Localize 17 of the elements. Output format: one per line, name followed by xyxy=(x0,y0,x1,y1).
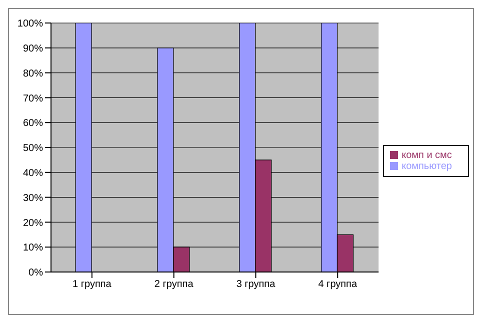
y-tick-label: 70% xyxy=(22,93,44,104)
y-tick-label: 90% xyxy=(22,43,44,54)
y-tick-label: 60% xyxy=(22,118,44,130)
x-tick-label: 4 группа xyxy=(318,279,358,290)
y-tick-label: 50% xyxy=(22,143,44,154)
legend-label: компьютер xyxy=(402,160,452,172)
y-tick-label: 100% xyxy=(17,18,44,30)
y-tick-label: 10% xyxy=(22,242,44,254)
x-tick-label: 2 группа xyxy=(154,279,194,290)
y-tick-label: 0% xyxy=(28,268,44,279)
y-tick-label: 20% xyxy=(22,218,44,229)
x-tick-label: 1 группа xyxy=(72,279,112,290)
x-tick-label: 3 группа xyxy=(236,279,276,290)
y-tick-label: 80% xyxy=(22,68,44,80)
y-tick-label: 40% xyxy=(22,168,44,179)
y-tick-label: 30% xyxy=(22,192,44,204)
legend-label: комп и смс xyxy=(402,150,452,160)
